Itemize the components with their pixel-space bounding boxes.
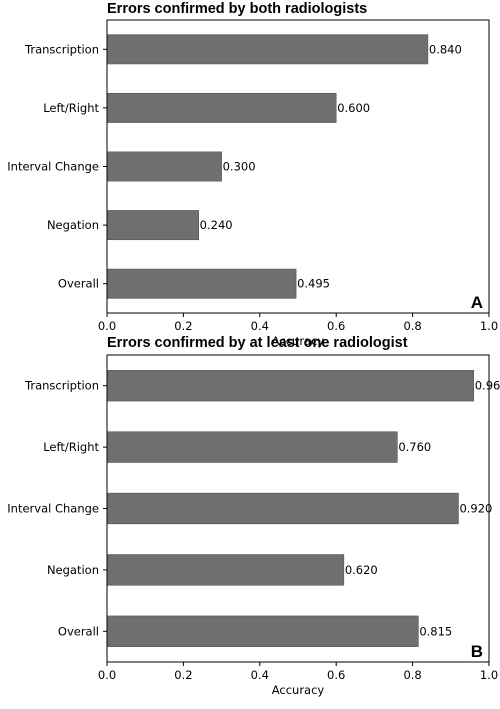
category-label: Left/Right: [43, 101, 99, 115]
value-label: 0.920: [459, 502, 492, 516]
bar-overall: [106, 615, 419, 647]
bar-transcription: [106, 34, 429, 65]
value-label: 0.620: [345, 563, 378, 577]
value-label: 0.840: [429, 42, 462, 56]
bar-interval-change: [106, 151, 222, 182]
plot-frame: [106, 19, 490, 314]
value-label: 0.240: [200, 218, 233, 232]
panel-label: A: [471, 293, 483, 312]
x-tick-label: 1.0: [480, 668, 498, 682]
bar-left-right: [106, 92, 337, 123]
x-tick-label: 0.8: [403, 668, 421, 682]
x-axis-label: Accuracy: [272, 334, 325, 348]
chart-title: Errors confirmed by at least one radiolo…: [107, 335, 408, 351]
plot-frame: [106, 354, 490, 663]
value-label: 0.960: [475, 379, 500, 393]
chart-title: Errors confirmed by both radiologists: [107, 1, 367, 17]
x-tick-label: 0.4: [251, 319, 269, 333]
x-tick-label: 0.0: [98, 668, 116, 682]
value-label: 0.600: [337, 101, 370, 115]
x-tick-label: 0.0: [98, 319, 116, 333]
category-label: Interval Change: [7, 502, 99, 516]
x-tick-label: 0.4: [251, 668, 269, 682]
x-tick-label: 0.6: [327, 319, 345, 333]
bar-left-right: [106, 431, 398, 463]
x-tick-label: 0.2: [174, 319, 192, 333]
bar-interval-change: [106, 492, 459, 525]
category-label: Transcription: [24, 42, 99, 56]
bar-overall: [106, 268, 297, 299]
bar-negation: [106, 210, 199, 241]
x-tick-label: 0.6: [327, 668, 345, 682]
category-label: Interval Change: [7, 160, 99, 174]
category-label: Transcription: [24, 379, 99, 393]
category-label: Negation: [47, 563, 99, 577]
value-label: 0.815: [419, 624, 452, 638]
bar-negation: [106, 554, 345, 586]
value-label: 0.495: [297, 277, 330, 291]
category-label: Left/Right: [43, 440, 99, 454]
x-tick-label: 0.2: [174, 668, 192, 682]
value-label: 0.760: [398, 440, 431, 454]
category-label: Overall: [58, 624, 99, 638]
category-label: Negation: [47, 218, 99, 232]
x-axis-label: Accuracy: [272, 683, 325, 697]
category-label: Overall: [58, 277, 99, 291]
value-label: 0.300: [223, 160, 256, 174]
panel-label: B: [471, 642, 483, 661]
bar-transcription: [106, 370, 475, 402]
x-tick-label: 1.0: [480, 319, 498, 333]
x-tick-label: 0.8: [403, 319, 421, 333]
